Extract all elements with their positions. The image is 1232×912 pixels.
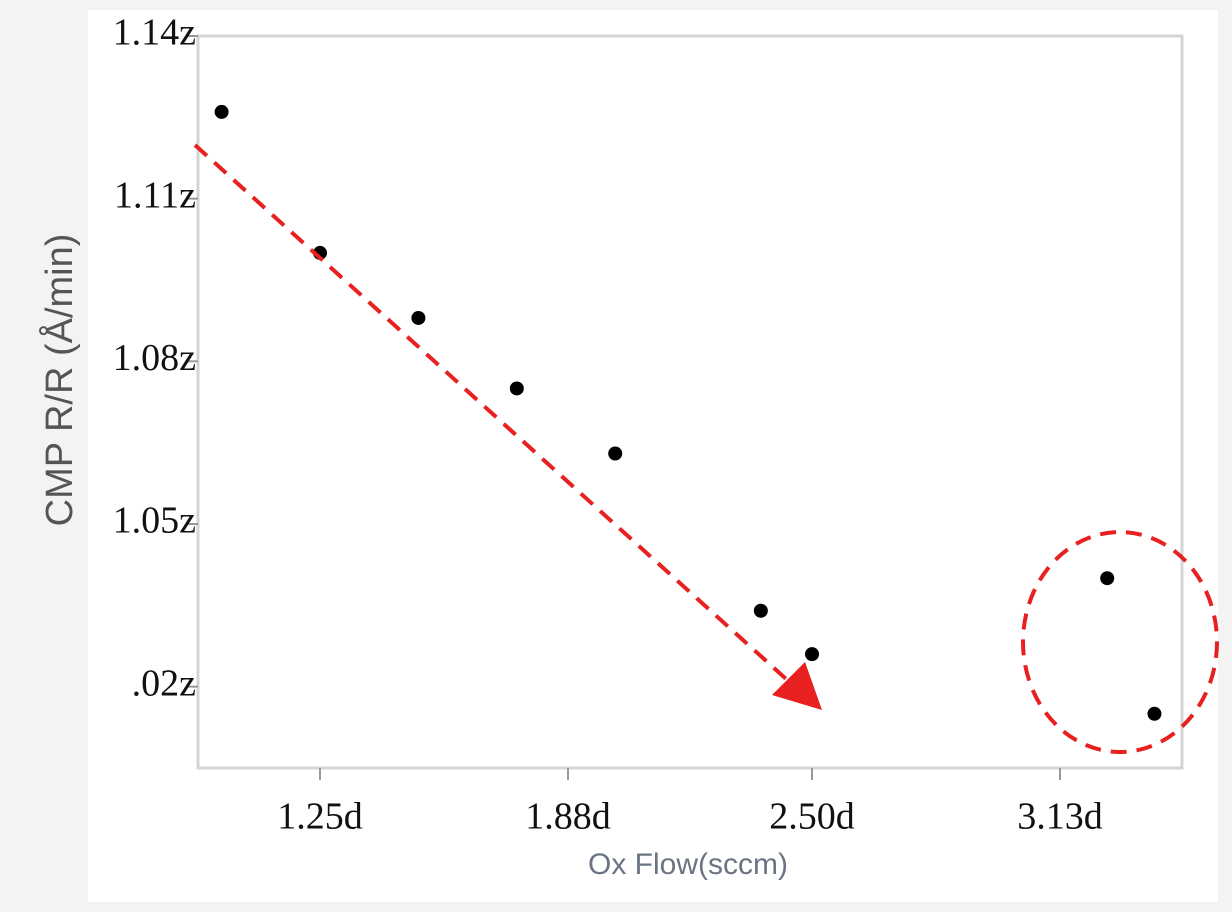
y-tick-label: 1.14z [113, 12, 196, 54]
data-point [1147, 706, 1162, 721]
x-tick-label: 1.25d [277, 796, 363, 838]
y-tick-label: 1.05z [113, 500, 196, 542]
data-point [753, 603, 768, 618]
data-point [411, 310, 426, 325]
x-tick-label: 1.88d [525, 796, 611, 838]
data-point [608, 446, 623, 461]
y-tick-label: 1.08z [113, 337, 196, 379]
data-point [509, 381, 524, 396]
y-tick-label: 1.11z [114, 174, 196, 216]
data-point [805, 647, 820, 662]
highlight-circle [1021, 530, 1219, 754]
plot-frame [196, 34, 1184, 770]
y-axis-title: CMP R/R (Å/min) [37, 234, 81, 527]
trend-arrow-line [193, 143, 797, 689]
data-point [214, 104, 229, 119]
data-point [1100, 571, 1115, 586]
x-axis-title: Ox Flow(sccm) [588, 848, 788, 881]
trend-arrow-head [772, 662, 822, 710]
y-tick-label: .02z [132, 662, 196, 704]
chart-background [88, 10, 1218, 902]
x-tick-label: 2.50d [769, 796, 855, 838]
x-tick-label: 3.13d [1017, 796, 1103, 838]
